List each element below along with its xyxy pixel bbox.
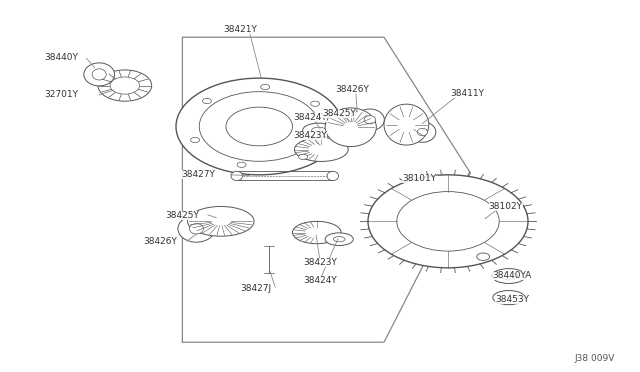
Circle shape xyxy=(260,84,269,90)
Text: 38423Y: 38423Y xyxy=(303,258,337,267)
Circle shape xyxy=(299,154,308,160)
Text: 38101Y: 38101Y xyxy=(402,174,436,183)
Ellipse shape xyxy=(312,127,326,133)
Circle shape xyxy=(202,98,211,103)
Ellipse shape xyxy=(325,108,376,147)
Text: 38411Y: 38411Y xyxy=(450,89,484,97)
Text: 38424Y: 38424Y xyxy=(303,276,337,285)
Text: 38440YA: 38440YA xyxy=(492,271,532,280)
Ellipse shape xyxy=(292,221,341,244)
Ellipse shape xyxy=(231,171,243,181)
Text: J38 009V: J38 009V xyxy=(574,354,614,363)
Ellipse shape xyxy=(189,224,204,234)
Ellipse shape xyxy=(92,69,106,80)
Ellipse shape xyxy=(384,104,429,145)
Ellipse shape xyxy=(492,269,525,283)
Text: 38424Y: 38424Y xyxy=(294,113,327,122)
Text: 38426Y: 38426Y xyxy=(335,85,369,94)
Text: 38421Y: 38421Y xyxy=(223,25,257,34)
Ellipse shape xyxy=(325,233,353,246)
Circle shape xyxy=(98,70,152,101)
Text: 38426Y: 38426Y xyxy=(143,237,177,246)
Ellipse shape xyxy=(417,128,428,136)
Circle shape xyxy=(477,253,490,260)
Circle shape xyxy=(237,162,246,167)
Circle shape xyxy=(368,175,528,268)
Text: 38440Y: 38440Y xyxy=(44,53,77,62)
Ellipse shape xyxy=(356,109,385,131)
Text: 38427Y: 38427Y xyxy=(182,170,215,179)
Circle shape xyxy=(176,78,342,175)
Ellipse shape xyxy=(294,138,348,161)
Text: 38102Y: 38102Y xyxy=(488,202,523,211)
Ellipse shape xyxy=(303,123,335,137)
Ellipse shape xyxy=(333,237,345,242)
Circle shape xyxy=(397,192,499,251)
Ellipse shape xyxy=(409,122,436,142)
Ellipse shape xyxy=(493,291,525,305)
Text: 38453Y: 38453Y xyxy=(495,295,529,304)
Text: 38427J: 38427J xyxy=(241,284,271,293)
Circle shape xyxy=(199,92,319,161)
Ellipse shape xyxy=(327,171,339,181)
Circle shape xyxy=(191,137,200,142)
Text: 32701Y: 32701Y xyxy=(44,90,78,99)
Ellipse shape xyxy=(188,206,254,236)
Text: 38425Y: 38425Y xyxy=(166,211,199,220)
Text: 38425Y: 38425Y xyxy=(323,109,356,118)
Circle shape xyxy=(226,107,292,146)
Ellipse shape xyxy=(364,116,376,124)
Ellipse shape xyxy=(84,63,115,86)
Ellipse shape xyxy=(178,215,215,242)
Text: 38423Y: 38423Y xyxy=(294,131,327,140)
Circle shape xyxy=(110,77,140,94)
Circle shape xyxy=(310,101,319,106)
Ellipse shape xyxy=(500,272,518,280)
Ellipse shape xyxy=(315,116,340,137)
